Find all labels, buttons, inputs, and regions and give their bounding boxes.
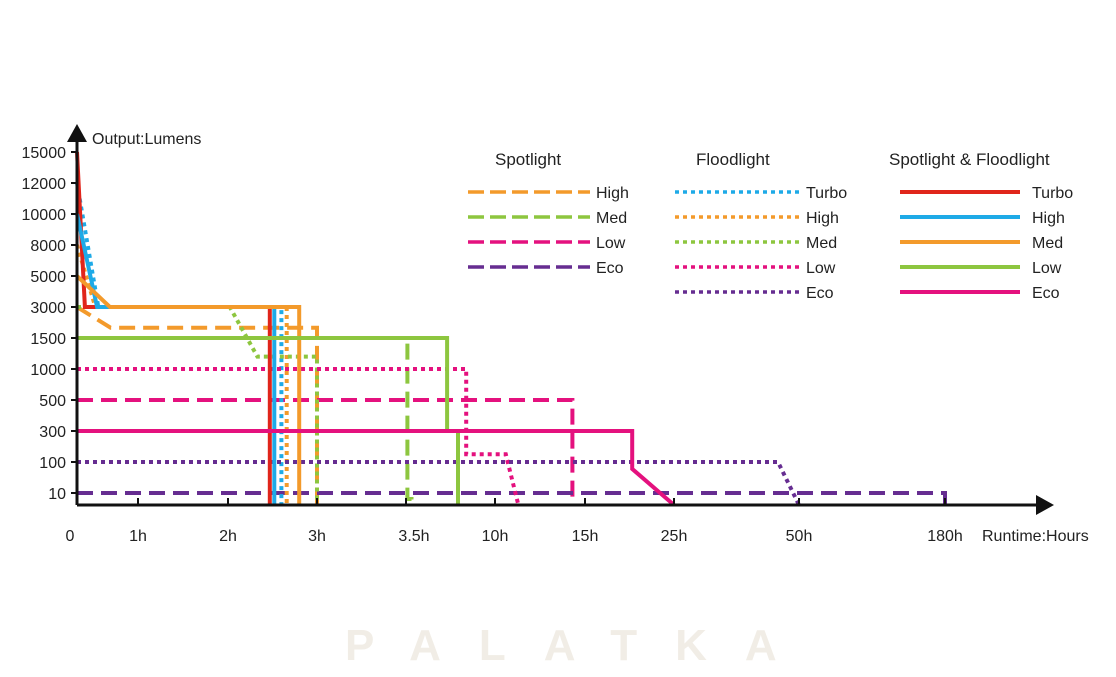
legend-label: Turbo	[1032, 185, 1073, 202]
x-tick-label: 0	[66, 528, 75, 545]
series-line-spotlight-med	[77, 336, 414, 505]
series-line-spotlight-floodlight-eco	[77, 429, 676, 507]
legend-label: Eco	[1032, 285, 1060, 302]
x-tick-label: 15h	[572, 528, 599, 545]
legend-label: Med	[596, 210, 627, 227]
y-tick-label: 10000	[22, 207, 67, 224]
x-tick-label: 50h	[786, 528, 813, 545]
x-tick-label: 10h	[482, 528, 509, 545]
series-line-floodlight-med	[77, 305, 319, 505]
legend-label: Low	[806, 260, 836, 277]
x-tick-label: 25h	[661, 528, 688, 545]
legend-label: Eco	[596, 260, 624, 277]
y-tick-label: 12000	[22, 176, 67, 193]
x-tick-label: 1h	[129, 528, 147, 545]
legend-label: High	[596, 185, 629, 202]
y-tick-label: 100	[39, 455, 66, 472]
y-tick-label: 1000	[30, 362, 66, 379]
legend-label: Low	[596, 235, 626, 252]
x-axis-arrow-icon	[1036, 495, 1054, 515]
legend-label: High	[1032, 210, 1065, 227]
legend-group-title: Spotlight & Floodlight	[889, 150, 1050, 169]
legend-label: High	[806, 210, 839, 227]
x-tick-label: 2h	[219, 528, 237, 545]
y-tick-label: 3000	[30, 300, 66, 317]
y-tick-label: 1500	[30, 331, 66, 348]
y-tick-label: 300	[39, 424, 66, 441]
series-line-spotlight-floodlight-med	[75, 274, 302, 505]
legend-group-title: Spotlight	[495, 150, 561, 169]
series-line-floodlight-eco	[77, 460, 801, 506]
series-line-floodlight-high	[75, 244, 289, 505]
legend-label: Eco	[806, 285, 834, 302]
legend-label: Med	[806, 235, 837, 252]
watermark-logo: PALATKA	[345, 621, 815, 670]
y-tick-label: 15000	[22, 145, 67, 162]
legend-label: Low	[1032, 260, 1062, 277]
series-line-floodlight-low	[77, 367, 521, 506]
x-tick-label: 3h	[308, 528, 326, 545]
x-tick-label: 180h	[927, 528, 963, 545]
x-tick-label: 3.5h	[398, 528, 429, 545]
series-line-spotlight-eco	[77, 491, 947, 505]
series-line-spotlight-low	[77, 398, 575, 505]
legend-label: Turbo	[806, 185, 847, 202]
x-axis-label: Runtime:Hours	[982, 528, 1089, 545]
y-tick-label: 500	[39, 393, 66, 410]
legend-group-title: Floodlight	[696, 150, 770, 169]
y-axis-label: Output:Lumens	[92, 131, 201, 148]
y-axis-arrow-icon	[67, 124, 87, 142]
y-tick-label: 10	[48, 486, 66, 503]
legend-label: Med	[1032, 235, 1063, 252]
series-line-spotlight-floodlight-low	[77, 336, 460, 505]
y-tick-label: 5000	[30, 269, 66, 286]
y-tick-label: 8000	[30, 238, 66, 255]
